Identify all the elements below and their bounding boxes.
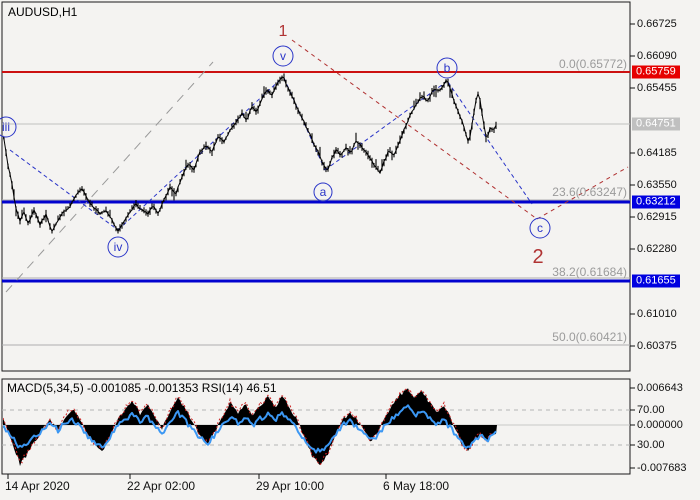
wave-letter: iii bbox=[2, 120, 10, 134]
price-badge: 0.64751 bbox=[632, 117, 680, 131]
time-axis-label: 14 Apr 2020 bbox=[5, 479, 70, 493]
wave-circle bbox=[436, 57, 458, 79]
indicator-axis-label: -0.007683 bbox=[637, 462, 687, 474]
symbol-title: AUDUSD,H1 bbox=[8, 5, 78, 19]
price-badge: 0.61655 bbox=[632, 274, 680, 288]
macd-panel-border bbox=[1, 378, 631, 475]
macd-rsi-series bbox=[3, 388, 497, 467]
time-axis-label: 6 May 18:00 bbox=[383, 479, 450, 493]
fib-label: 23.6(0.63247) bbox=[552, 185, 627, 199]
fibonacci-labels: 0.0(0.65772) 23.6(0.63247) 38.2(0.61684) 50… bbox=[552, 57, 627, 344]
price-axis-label: 0.66725 bbox=[637, 18, 677, 30]
dashed-line bbox=[291, 39, 538, 220]
dashed-line bbox=[5, 61, 214, 293]
wave-letter: v bbox=[280, 49, 286, 63]
price-axis-label: 0.64185 bbox=[637, 147, 677, 159]
indicator-axis-label: 30.00 bbox=[637, 439, 665, 451]
indicator-axis-label: 0.006643 bbox=[637, 382, 683, 394]
elliott-wave-labels: iii iv v a b c 1 2 bbox=[0, 23, 551, 268]
wave-number: 1 bbox=[279, 23, 288, 40]
price-badge: 0.65759 bbox=[632, 65, 680, 79]
price-axis-label: 0.60375 bbox=[637, 340, 677, 352]
dashed-line bbox=[447, 81, 533, 205]
price-axis-label: 0.62915 bbox=[637, 211, 677, 223]
close-line bbox=[3, 76, 497, 233]
wave-circle bbox=[0, 116, 17, 138]
indicator-axis-label: 0.000000 bbox=[637, 419, 683, 431]
price-axis-label: 0.65455 bbox=[637, 82, 677, 94]
main-panel-border bbox=[1, 1, 631, 372]
indicator-header: MACD(5,34,5) -0.001085 -0.001353 RSI(14)… bbox=[7, 381, 277, 395]
fib-label: 0.0(0.65772) bbox=[559, 57, 627, 71]
dashed-line bbox=[536, 166, 629, 220]
time-axis-label: 22 Apr 02:00 bbox=[127, 479, 196, 493]
price-badge: 0.63212 bbox=[632, 195, 680, 209]
dashed-line bbox=[117, 77, 283, 231]
wave-circle bbox=[529, 217, 551, 239]
candlestick-series bbox=[3, 73, 497, 234]
wave-circle bbox=[313, 182, 333, 202]
fib-label: 38.2(0.61684) bbox=[552, 265, 627, 279]
dashed-line bbox=[9, 149, 119, 231]
wave-number: 2 bbox=[532, 246, 543, 268]
price-axis-label: 0.61010 bbox=[637, 308, 677, 320]
dashed-line bbox=[324, 81, 447, 171]
axis-ticks bbox=[7, 23, 635, 479]
price-axis-label: 0.66090 bbox=[637, 50, 677, 62]
time-axis-label: 29 Apr 10:00 bbox=[256, 479, 325, 493]
wave-letter: a bbox=[320, 185, 327, 199]
wave-circle bbox=[107, 236, 129, 258]
wave-letter: b bbox=[444, 61, 451, 75]
price-axis-label: 0.63550 bbox=[637, 179, 677, 191]
indicator-axis-label: 70.00 bbox=[637, 404, 665, 416]
wave-letter: c bbox=[537, 221, 543, 235]
wave-letter: iv bbox=[114, 240, 123, 254]
price-axis-label: 0.62280 bbox=[637, 243, 677, 255]
macd-histogram bbox=[3, 388, 497, 467]
rsi-line bbox=[3, 404, 497, 454]
fib-label: 50.0(0.60421) bbox=[552, 330, 627, 344]
wave-circle bbox=[272, 45, 294, 67]
panel-borders bbox=[1, 1, 631, 475]
